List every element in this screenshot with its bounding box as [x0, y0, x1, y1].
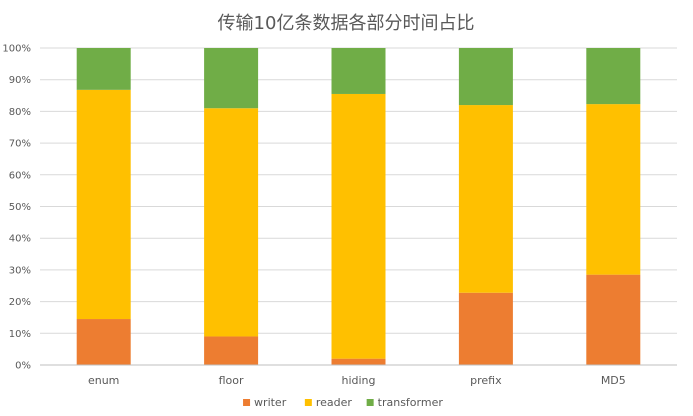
bar-segment-reader [586, 104, 641, 275]
bar-segment-reader [204, 108, 259, 337]
legend-swatch-writer [243, 399, 251, 406]
x-tick-label: enum [88, 374, 119, 387]
bars [76, 48, 641, 365]
bar-segment-transformer [76, 48, 131, 90]
y-tick-label: 90% [9, 75, 31, 86]
x-tick-label: hiding [341, 374, 375, 387]
y-tick-label: 40% [9, 234, 31, 245]
y-tick-label: 50% [9, 202, 31, 213]
x-tick-label: floor [219, 374, 244, 387]
bar-segment-transformer [586, 48, 641, 105]
y-tick-label: 80% [9, 107, 31, 118]
y-axis: 0% 10% 20% 30% 40% 50% 60% 70% 80% 90% 100% [2, 44, 31, 372]
bar-segment-reader [76, 89, 131, 320]
bar-segment-writer [586, 274, 641, 365]
y-tick-label: 30% [9, 265, 31, 276]
legend-swatch-transformer [366, 399, 374, 406]
bar-segment-reader [331, 93, 386, 359]
x-tick-label: MD5 [601, 374, 626, 387]
legend: writer reader transformer [243, 396, 443, 409]
bar-segment-transformer [458, 48, 513, 106]
bar-segment-reader [458, 105, 513, 293]
bar-segment-transformer [331, 48, 386, 94]
legend-swatch-reader [304, 399, 312, 406]
bar-segment-writer [204, 336, 259, 365]
legend-label-reader: reader [316, 396, 353, 409]
bar-segment-writer [331, 358, 386, 365]
y-tick-label: 70% [9, 139, 31, 150]
y-tick-label: 10% [9, 329, 31, 340]
legend-label-transformer: transformer [378, 396, 444, 409]
x-axis: enum floor hiding prefix MD5 [40, 364, 677, 387]
x-tick-label: prefix [470, 374, 502, 387]
bar-segment-writer [76, 319, 131, 365]
y-tick-label: 100% [2, 44, 31, 55]
y-tick-label: 60% [9, 170, 31, 181]
bar-segment-transformer [204, 48, 259, 109]
bar-segment-writer [458, 292, 513, 365]
chart-title: 传输10亿条数据各部分时间占比 [218, 13, 475, 34]
y-tick-label: 20% [9, 297, 31, 308]
legend-label-writer: writer [254, 396, 287, 409]
y-tick-label: 0% [15, 361, 31, 372]
